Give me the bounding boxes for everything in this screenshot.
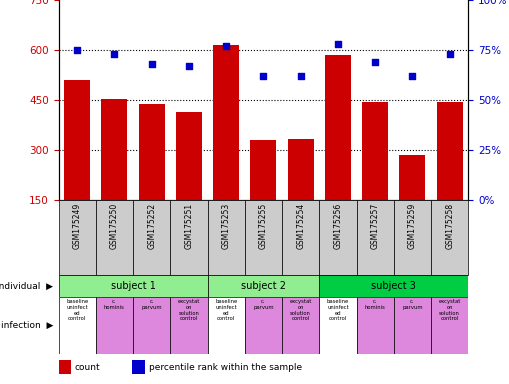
Point [445,51,454,57]
Bar [282,200,319,275]
Text: GSM175249: GSM175249 [73,203,81,249]
Bar [431,297,468,354]
Point [148,61,156,67]
Bar [245,297,282,354]
Bar [250,140,276,200]
Bar [96,200,133,275]
Text: GSM175250: GSM175250 [110,203,119,249]
Bar [319,275,468,297]
Text: excystat
on
solution
control: excystat on solution control [178,299,200,321]
Bar [362,102,388,200]
Text: subject 3: subject 3 [372,281,416,291]
Point [334,41,342,47]
Text: GSM175256: GSM175256 [333,203,343,249]
Bar [133,297,171,354]
Bar [133,200,171,275]
Bar [132,360,145,374]
Bar [96,297,133,354]
Bar [282,297,319,354]
Text: excystat
on
solution
control: excystat on solution control [290,299,312,321]
Text: c.
parvum: c. parvum [402,299,422,310]
Text: c.
hominis: c. hominis [365,299,386,310]
Bar [64,80,90,200]
Bar [288,139,314,200]
Bar [325,55,351,200]
Text: c.
parvum: c. parvum [142,299,162,310]
Bar [319,200,356,275]
Bar [394,297,431,354]
Bar [101,99,127,200]
Text: subject 1: subject 1 [110,281,155,291]
Text: c.
parvum: c. parvum [253,299,274,310]
Bar [245,200,282,275]
Bar [213,45,239,200]
Text: GSM175251: GSM175251 [184,203,193,249]
Bar [208,297,245,354]
Text: baseline
uninfect
ed
control: baseline uninfect ed control [66,299,88,321]
Text: count: count [75,363,101,372]
Bar [59,297,96,354]
Text: GSM175253: GSM175253 [221,203,231,249]
Text: individual  ▶: individual ▶ [0,282,53,291]
Bar [319,297,356,354]
Point [222,43,230,49]
Bar [59,275,208,297]
Bar [208,200,245,275]
Bar [208,275,319,297]
Point [259,73,268,79]
Point [408,73,416,79]
Bar [59,360,71,374]
Text: c.
hominis: c. hominis [104,299,125,310]
Text: excystat
on
solution
control: excystat on solution control [438,299,461,321]
Text: subject 2: subject 2 [241,281,286,291]
Text: GSM175259: GSM175259 [408,203,417,249]
Text: GSM175257: GSM175257 [371,203,380,249]
Bar [356,200,394,275]
Bar [171,200,208,275]
Bar [176,112,202,200]
Bar [356,297,394,354]
Text: GSM175252: GSM175252 [147,203,156,249]
Text: baseline
uninfect
ed
control: baseline uninfect ed control [327,299,349,321]
Text: GSM175258: GSM175258 [445,203,454,249]
Point [73,47,81,53]
Bar [400,156,426,200]
Bar [431,200,468,275]
Point [297,73,305,79]
Bar [138,104,165,200]
Text: baseline
uninfect
ed
control: baseline uninfect ed control [215,299,237,321]
Text: GSM175255: GSM175255 [259,203,268,249]
Bar [394,200,431,275]
Bar [171,297,208,354]
Point [110,51,119,57]
Point [185,63,193,69]
Text: percentile rank within the sample: percentile rank within the sample [149,363,302,372]
Bar [59,200,96,275]
Point [371,59,379,65]
Bar [437,102,463,200]
Text: infection  ▶: infection ▶ [1,321,53,330]
Text: GSM175254: GSM175254 [296,203,305,249]
